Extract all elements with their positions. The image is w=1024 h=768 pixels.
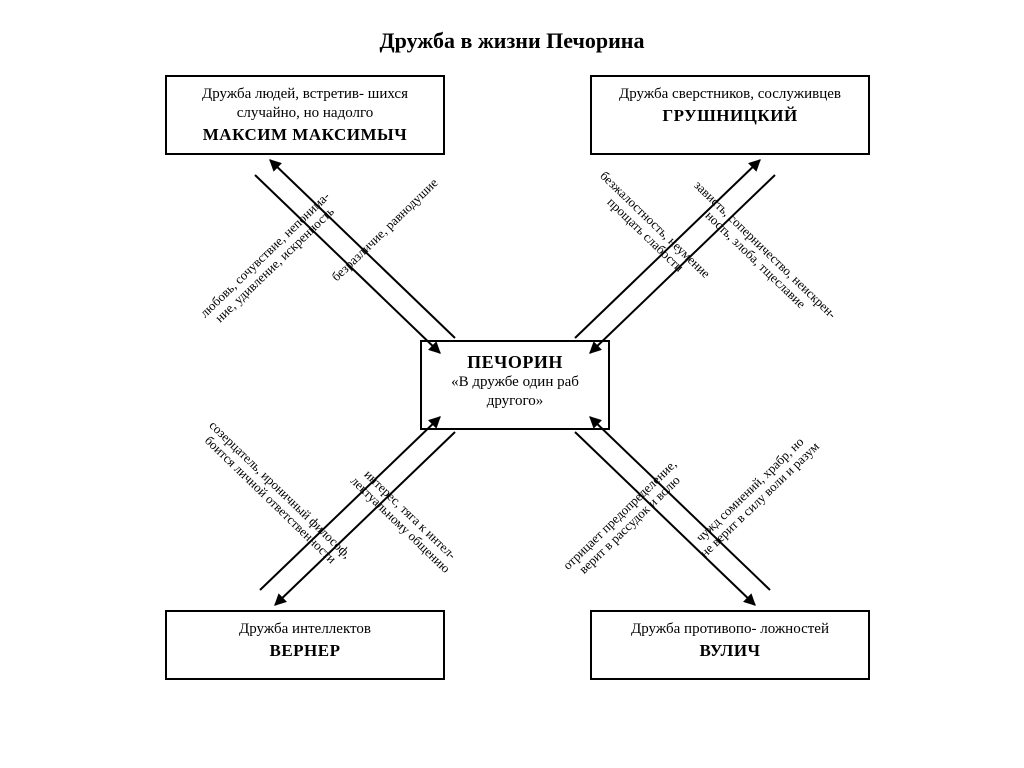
edge-label-bl-in: созерцатель, ироничный философ, боится л… [196,418,354,572]
diagram-container: Дружба в жизни Печорина Дружба людей, вс… [0,0,1024,768]
node-name: ПЕЧОРИН [432,352,598,373]
edge-label-br-out: отрицает предопределение, верит в рассуд… [560,457,689,583]
node-center: ПЕЧОРИН «В дружбе один раб другого» [420,340,610,430]
node-top-left: Дружба людей, встретив- шихся случайно, … [165,75,445,155]
node-bottom-left: Дружба интеллектов ВЕРНЕР [165,610,445,680]
node-top-right: Дружба сверстников, сослуживцев ГРУШНИЦК… [590,75,870,155]
node-desc: Дружба сверстников, сослуживцев [602,85,858,104]
edge-label-tl-in: любовь, сочувствие, непонима- ние, удивл… [197,189,342,330]
edge-label-tr-in: зависть, соперничество, неискрен- ность,… [681,178,839,332]
edge-label-bl-out: интерес, тяга к интел- лектуальному обще… [348,464,463,576]
node-desc: Дружба противопо- ложностей [602,620,858,639]
node-desc: Дружба интеллектов [177,620,433,639]
node-desc: Дружба людей, встретив- шихся случайно, … [177,85,433,123]
node-name: ВУЛИЧ [602,641,858,661]
node-name: ГРУШНИЦКИЙ [602,106,858,126]
node-bottom-right: Дружба противопо- ложностей ВУЛИЧ [590,610,870,680]
edge-label-tl-out: безразличие, равнодушие [329,176,441,285]
node-sub: «В дружбе один раб другого» [432,373,598,411]
edge-label-br-in: чужд сомнений, храбр, но не верит в силу… [688,429,823,560]
diagram-title: Дружба в жизни Печорина [0,28,1024,54]
node-name: МАКСИМ МАКСИМЫЧ [177,125,433,145]
node-name: ВЕРНЕР [177,641,433,661]
